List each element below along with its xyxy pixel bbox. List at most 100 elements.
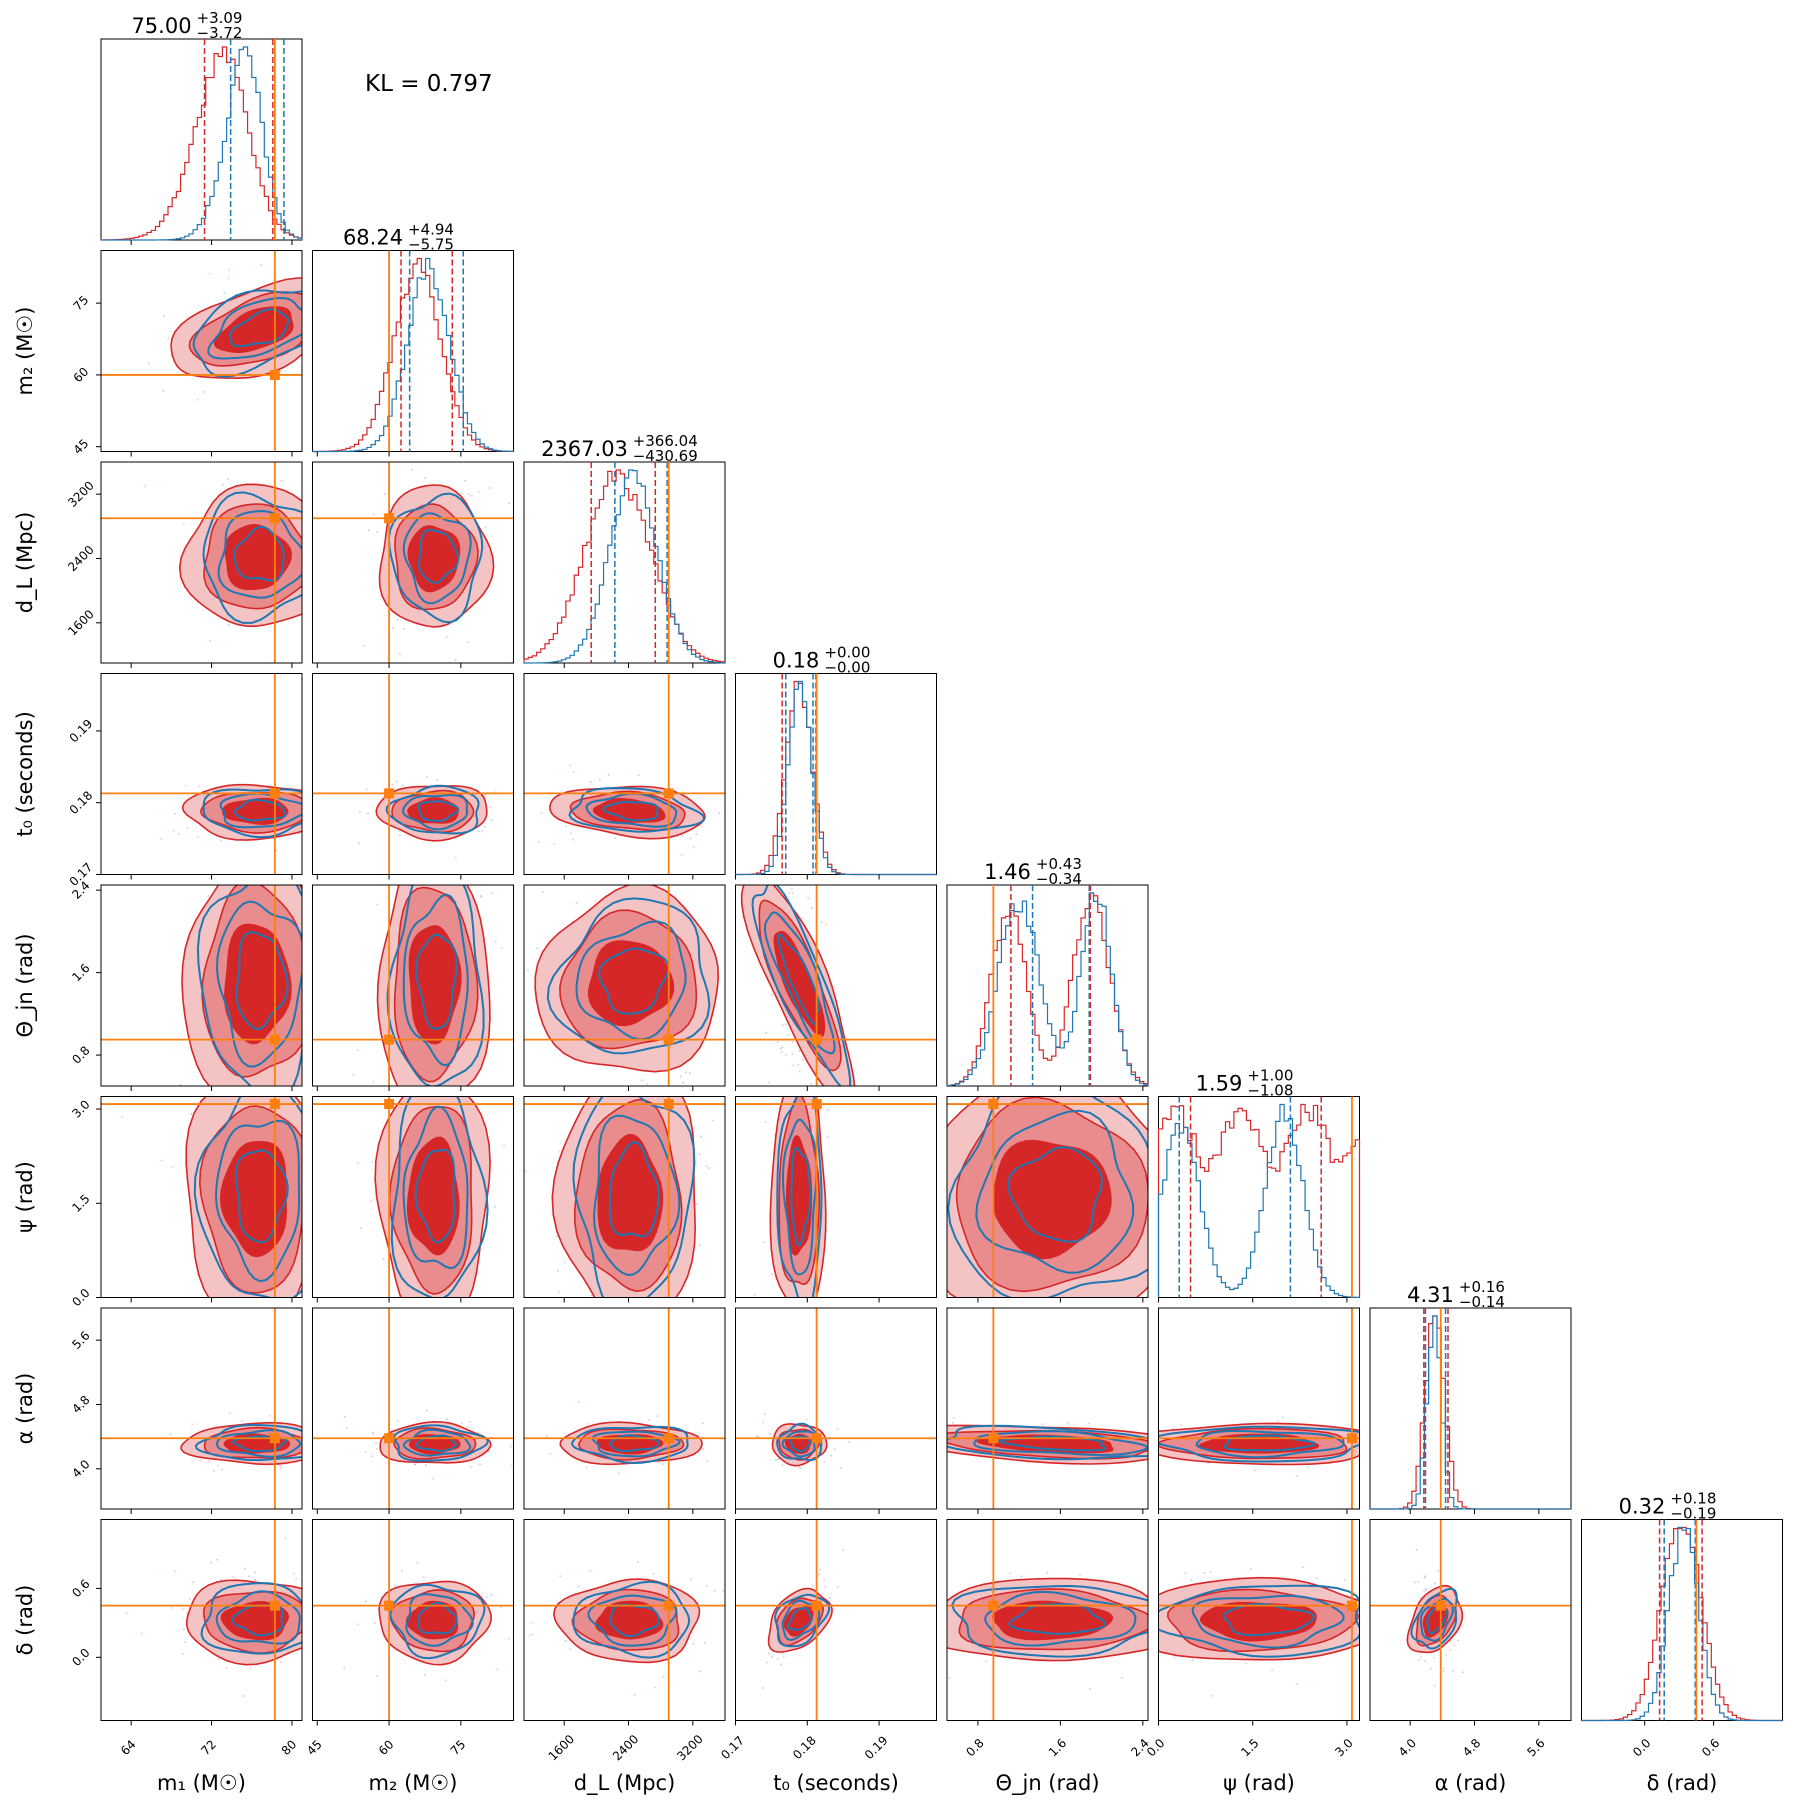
sample-point — [825, 923, 828, 926]
sample-point — [392, 627, 394, 629]
sample-point — [328, 812, 330, 814]
sample-point — [215, 1558, 218, 1561]
sample-point — [490, 819, 493, 822]
sample-point — [541, 890, 544, 893]
sample-point — [529, 1634, 531, 1637]
contour-blue-0 — [1158, 1584, 1360, 1658]
sample-point — [324, 958, 326, 960]
sample-point — [380, 945, 382, 947]
panel-content-5-0 — [101, 1096, 355, 1360]
contour-blue-1 — [585, 792, 678, 828]
contour-red-2 — [406, 1136, 460, 1256]
sample-point — [507, 1637, 510, 1640]
sample-point — [280, 1465, 283, 1468]
sample-point — [916, 1192, 918, 1194]
sample-point — [292, 1572, 295, 1575]
sample-point — [712, 1119, 715, 1122]
sample-point — [585, 1466, 588, 1469]
panel-title-4: 1.46 — [984, 860, 1031, 884]
panel-title-7: 0.32 — [1619, 1495, 1666, 1519]
sample-point — [324, 530, 326, 532]
sample-point — [931, 1629, 933, 1631]
panel-content-2-1 — [312, 462, 514, 663]
sample-point — [832, 881, 834, 883]
sample-point — [380, 534, 382, 536]
sample-point — [1433, 1582, 1436, 1585]
sample-point — [654, 1686, 657, 1689]
sample-point — [572, 770, 575, 773]
sample-point — [612, 838, 614, 840]
x-axis-label-3: t₀ (seconds) — [773, 1771, 899, 1795]
sample-point — [375, 1442, 377, 1445]
sample-point — [227, 477, 230, 480]
sample-point — [178, 832, 180, 835]
sample-point — [912, 1131, 914, 1133]
sample-point — [367, 529, 370, 532]
sample-point — [279, 1661, 282, 1664]
panel-title-plus-3: +0.00 — [824, 644, 870, 662]
sample-point — [1184, 1572, 1187, 1575]
panel-content-7-0 — [101, 1519, 302, 1721]
y-tick-label-5-2: 3.0 — [69, 1097, 92, 1120]
panel-content-6-3 — [735, 1308, 937, 1509]
sample-point — [470, 494, 473, 497]
contour-blue-2 — [602, 800, 659, 822]
sample-point — [501, 947, 504, 950]
sample-point — [330, 1358, 332, 1360]
sample-point — [1271, 1669, 1274, 1672]
diag-frame-6 — [1369, 1307, 1572, 1510]
panel-title-plus-1: +4.94 — [408, 221, 454, 239]
sample-point — [365, 907, 367, 909]
sample-point — [705, 1585, 708, 1587]
sample-point — [477, 830, 480, 833]
contour-blue-1 — [215, 900, 302, 1068]
sample-point — [764, 1136, 766, 1138]
sample-point — [220, 1578, 222, 1581]
sample-point — [1185, 1170, 1187, 1172]
sample-point — [951, 1421, 954, 1424]
sample-point — [791, 1052, 794, 1055]
sample-point — [334, 825, 336, 827]
sample-point — [827, 1109, 830, 1112]
sample-point — [586, 878, 588, 880]
sample-point — [848, 1440, 851, 1443]
sample-point — [298, 832, 300, 835]
sample-point — [173, 1570, 176, 1573]
sample-point — [806, 1092, 808, 1094]
sample-point — [800, 1082, 802, 1084]
truth-marker — [384, 788, 395, 799]
contour-red-2 — [597, 1133, 664, 1252]
sample-point — [464, 479, 467, 482]
sample-point — [784, 1311, 786, 1313]
x-axis-label-2: d_L (Mpc) — [574, 1771, 676, 1796]
sample-point — [1442, 1670, 1445, 1673]
sample-point — [371, 1160, 374, 1163]
sample-point — [483, 825, 486, 828]
sample-point — [919, 1434, 921, 1436]
truth-marker — [269, 1433, 280, 1444]
panel-frame-3-2 — [523, 673, 726, 875]
panel-frame-2-0 — [100, 461, 303, 664]
sample-point — [725, 1434, 727, 1436]
panel-frame-4-0 — [100, 884, 303, 1087]
hist-red-5 — [1157, 1103, 1361, 1298]
sample-point — [700, 1241, 702, 1243]
sample-point — [842, 1549, 845, 1551]
sample-point — [839, 1466, 842, 1469]
sample-point — [1153, 1460, 1155, 1462]
truth-marker — [269, 1099, 280, 1110]
sample-point — [817, 1573, 820, 1576]
sample-point — [289, 866, 291, 868]
sample-point — [307, 591, 309, 593]
sample-point — [833, 1448, 836, 1450]
sample-point — [536, 947, 538, 950]
sample-point — [466, 1426, 469, 1428]
panel-5-0 — [100, 1096, 355, 1360]
y-tick-label-1-1: 60 — [71, 365, 92, 386]
truth-marker — [663, 788, 674, 799]
sample-point — [169, 354, 172, 357]
panel-7-6 — [1369, 1519, 1572, 1721]
contour-blue-0 — [389, 1583, 486, 1660]
contour-blue-1 — [405, 1593, 474, 1647]
sample-point — [353, 1188, 355, 1190]
